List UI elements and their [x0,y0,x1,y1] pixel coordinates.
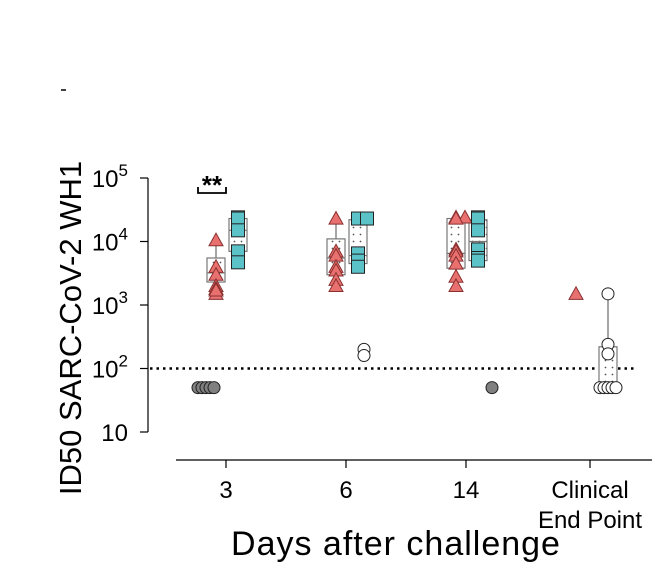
square-point [351,259,365,274]
square-point [360,211,374,226]
triangle-point [568,285,584,300]
y-axis-title: ID50 SARC-CoV-2 WH1 [53,161,88,495]
triangle-point [448,210,464,225]
triangle-point [208,282,224,297]
x-axis-title: Days after challenge [231,525,561,563]
y-tick-label: 102 [92,352,128,384]
square-point [231,255,245,270]
filled-circle-point [485,381,499,395]
square-point [471,223,485,238]
square-point [471,211,485,226]
open-circle-point [357,349,371,363]
filled-circle-point [207,381,221,395]
points-layer [191,209,623,395]
boxes-layer [206,217,618,389]
significance-bracket [197,187,227,194]
y-tick-label: 105 [92,161,128,193]
open-circle-point [601,287,615,301]
triangle-point [328,277,344,292]
triangle-point [448,277,464,292]
y-tick-label: 103 [92,288,128,320]
y-axis: 10 102 103 104 105 [92,161,149,447]
triangle-point [328,210,344,225]
y-tick-label: 104 [92,225,128,257]
y-tick-label: 10 [101,420,128,447]
x-tick-label: 14 [453,477,480,504]
annotation-layer: ** [197,170,227,200]
square-point [231,223,245,238]
open-circle-point [601,347,615,361]
x-tick-label-line2: End Point [538,507,642,534]
x-tick-label: 3 [219,477,232,504]
significance-label: ** [202,170,223,200]
square-point [231,211,245,226]
x-tick-label: Clinical [551,477,628,504]
triangle-point [457,209,473,224]
x-tick-label: 6 [339,477,352,504]
open-circle-point [609,381,623,395]
x-axis: 3 6 14 Clinical End Point [176,459,652,534]
triangle-point [208,232,224,247]
square-point [471,253,485,268]
